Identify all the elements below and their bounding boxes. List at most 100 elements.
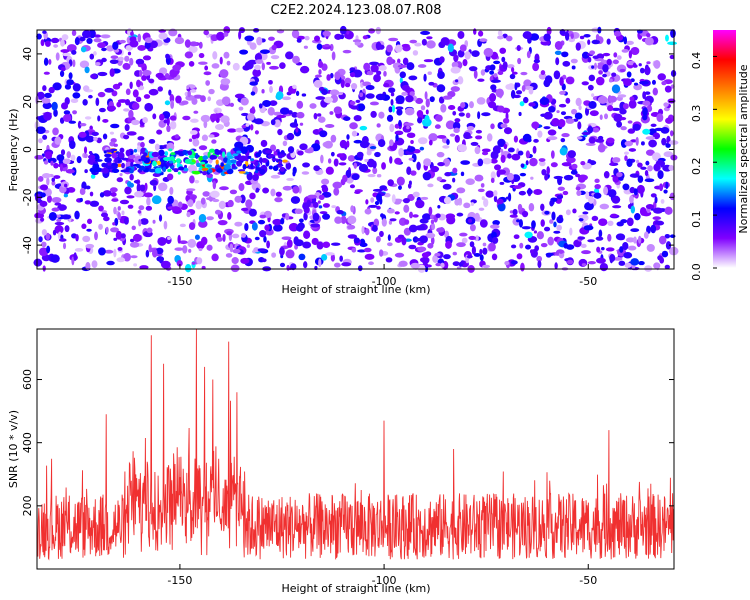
spectrogram-cell: [519, 172, 527, 177]
spectrogram-cell: [156, 129, 163, 135]
spectrogram-cell: [551, 211, 556, 221]
spectrogram-cell: [528, 203, 535, 212]
spectrogram-cell: [129, 182, 134, 188]
spectrogram-cell: [131, 225, 136, 231]
spectrogram-cell: [94, 34, 101, 38]
spectrogram-cell: [503, 143, 508, 150]
spectrogram-cell: [112, 83, 121, 90]
spectrogram-cell: [347, 155, 356, 162]
spectrogram-cell: [89, 125, 93, 131]
spectrogram-cell: [497, 70, 504, 76]
spectrogram-cell: [624, 140, 634, 147]
spectrogram-cell: [266, 240, 270, 249]
spectrogram-cell: [349, 184, 356, 189]
spectrogram-cell: [377, 139, 386, 148]
spectrogram-cell: [381, 162, 386, 170]
spectrogram-cell: [51, 196, 62, 203]
spectrogram-cell: [364, 158, 369, 163]
spectrogram-cell: [497, 30, 503, 37]
spectrogram-cell: [323, 43, 330, 47]
spectrogram-band-cell: [247, 155, 252, 160]
spectrogram-band-cell: [236, 160, 243, 167]
spectrogram-cell: [340, 79, 345, 89]
spectrogram-cell: [514, 82, 518, 91]
spectrogram-cell: [459, 44, 467, 52]
spectrogram-cell: [587, 126, 594, 134]
spectrogram-cell: [479, 248, 483, 255]
spectrogram-cell: [623, 252, 633, 259]
spectrogram-cell: [364, 228, 370, 236]
spectrogram-cell: [482, 242, 487, 247]
spectrogram-cell: [628, 50, 633, 59]
spectrogram-cell: [55, 52, 60, 61]
spectrogram-cell: [611, 107, 621, 111]
spectrogram-cell: [581, 263, 587, 267]
spectrogram-cell: [175, 95, 182, 104]
spectrogram-cell: [653, 163, 661, 172]
spectrogram-cell: [313, 79, 323, 88]
spectrogram-cell: [516, 44, 521, 52]
spectrogram-cell: [478, 30, 484, 37]
spectrogram-cell: [612, 205, 622, 209]
spectrogram-cell: [84, 66, 90, 74]
spectrogram-band-cell: [157, 160, 162, 166]
spectrogram-cell: [607, 189, 617, 198]
spectrogram-cell: [571, 108, 578, 115]
colorbar-tick-label: 0.0: [690, 263, 703, 281]
spectrogram-cell: [398, 260, 408, 267]
spectrogram-cell: [583, 225, 594, 231]
spectrogram-cell: [158, 32, 168, 40]
spectrogram-cell: [630, 258, 640, 266]
spectrogram-cell: [352, 39, 362, 43]
spectrogram-cell: [623, 78, 632, 87]
spectrogram-cell: [310, 223, 321, 228]
spectrogram-cell: [637, 175, 644, 183]
spectrogram-band-cell: [152, 160, 157, 167]
spectrogram-cell: [257, 248, 267, 252]
spectrogram-band-cell: [231, 163, 236, 169]
spectrogram-cell: [597, 135, 604, 140]
spectrogram-cell: [428, 81, 435, 86]
spectrogram-cell: [357, 265, 363, 272]
spectrogram-cell: [650, 123, 657, 128]
spectrogram-cell: [501, 56, 506, 63]
spectrogram-band-cell: [125, 149, 131, 157]
spectrogram-cell: [89, 53, 95, 60]
spectrogram-cell: [460, 260, 465, 265]
spectrogram-cell: [541, 168, 547, 176]
spectrogram-cell: [327, 158, 332, 164]
spectrogram-cell: [473, 253, 481, 257]
spectrogram-cell: [170, 99, 175, 109]
spectrogram-cell: [84, 116, 92, 120]
spectrogram-cell: [70, 154, 76, 161]
spectrogram-cell: [318, 258, 322, 268]
spectrogram-cell: [188, 60, 195, 67]
spectrogram-cell: [141, 75, 147, 81]
spectrogram-cell: [556, 224, 562, 231]
spectrogram-cell: [220, 115, 230, 124]
spectrogram-cell: [66, 44, 77, 52]
spectrogram-cell: [473, 69, 478, 79]
spectrogram-cell: [410, 262, 420, 269]
spectrogram-cell: [329, 43, 334, 51]
spectrogram-cell: [493, 190, 498, 197]
spectrogram-cell: [164, 72, 170, 79]
spectrogram-cell: [260, 139, 268, 148]
spectrogram-cell: [145, 249, 150, 258]
spectrogram-cell: [370, 197, 375, 203]
spectrogram-cell: [474, 146, 481, 155]
spectrogram-cell: [212, 180, 217, 190]
spectrogram-cell: [595, 138, 605, 143]
spectrogram-cell: [137, 44, 147, 51]
spectrogram-cell: [437, 71, 445, 80]
spectrogram-cell: [54, 225, 64, 234]
spectrogram-cell: [238, 30, 242, 40]
spectrogram-cell: [111, 198, 119, 202]
spectrogram-cell: [488, 242, 496, 252]
spectrogram-cell: [137, 210, 142, 214]
spectrogram-cell: [650, 224, 657, 234]
spectrogram-x-ticks: -150 -100 -50: [167, 264, 597, 288]
spectrogram-cell: [410, 170, 417, 176]
spectrogram-cell: [189, 175, 195, 184]
spectrogram-band-cell: [114, 157, 119, 164]
